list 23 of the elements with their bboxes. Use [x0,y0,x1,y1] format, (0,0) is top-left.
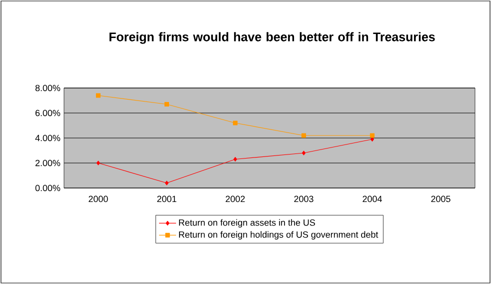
point [302,150,306,156]
y-tick-label: 0.00% [35,184,60,192]
legend-label: Return on foreign holdings of US government debt [179,231,378,240]
x-tick-label: 2001 [157,196,176,202]
point [301,133,306,138]
x-tick-label: 2002 [226,196,245,202]
point [370,133,375,138]
point [164,180,169,186]
point [164,102,170,107]
chart-title: Foreign firms would have been better off in Treasuries [110,32,435,44]
point [233,156,238,162]
y-tick-label: 8.00% [35,84,60,92]
x-tick-label: 2000 [88,196,108,202]
point [232,120,238,126]
legend-label: Return on foreign assets in the US [179,219,315,228]
point [96,160,100,166]
x-tick-label: 2004 [362,196,382,202]
y-tick-label: 4.00% [35,134,60,142]
x-tick-label: 2003 [294,196,314,202]
x-tick-label: 2005 [431,196,450,202]
y-tick-label: 2.00% [36,160,60,166]
point [96,93,101,98]
y-tick-label: 6.00% [36,110,60,116]
